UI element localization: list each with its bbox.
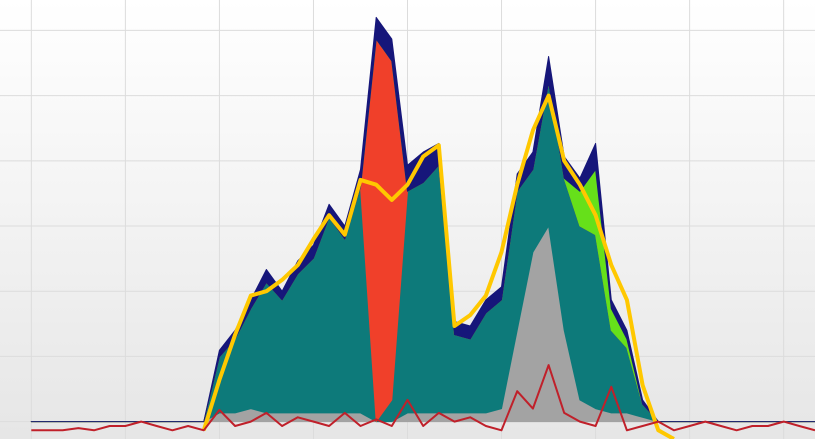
line [201,93,675,439]
line [31,364,815,432]
